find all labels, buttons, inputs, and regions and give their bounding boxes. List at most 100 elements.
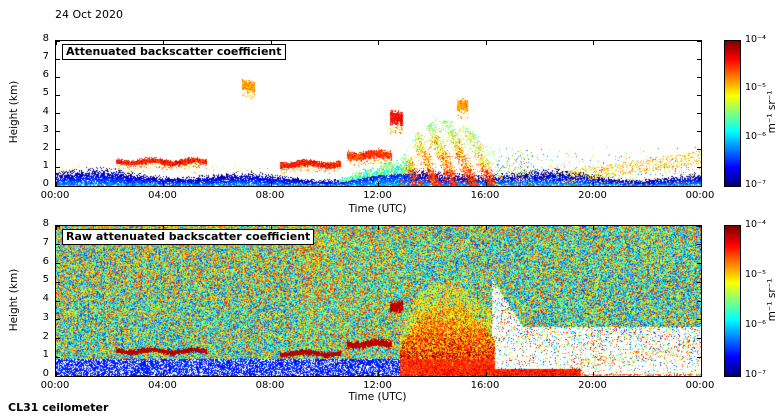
y-tick-label: 6 <box>42 255 49 267</box>
x-tick-mark <box>485 182 487 186</box>
x-tick-mark <box>56 226 57 230</box>
raw-backscatter-heatmap <box>56 226 701 376</box>
x-tick-mark <box>700 372 701 376</box>
y-tick-mark <box>697 113 701 114</box>
y-tick-mark <box>697 319 701 321</box>
x-tick-label: 00:00 <box>40 190 70 201</box>
y-tick-mark <box>56 94 60 96</box>
x-tick-label: 12:00 <box>363 380 392 391</box>
y-tick-mark <box>56 319 60 321</box>
y-tick-mark <box>697 244 701 246</box>
x-tick-label: 00:00 <box>685 380 715 391</box>
y-tick-mark <box>56 41 60 42</box>
y-tick-mark <box>56 76 60 78</box>
y-tick-mark <box>56 375 60 376</box>
x-tick-mark <box>163 182 164 186</box>
x-tick-mark <box>593 182 594 186</box>
x-tick-mark <box>270 41 272 45</box>
y-tick-mark <box>56 244 60 246</box>
y-tick-mark <box>56 167 60 169</box>
y-tick-label: 1 <box>42 349 49 361</box>
y-tick-label: 2 <box>42 141 49 153</box>
height-axis-label-bottom: Height (km) <box>8 268 20 332</box>
x-tick-mark <box>700 226 701 230</box>
attenuated-panel-title: Attenuated backscatter coefficient <box>62 44 286 60</box>
x-tick-mark <box>270 226 272 230</box>
y-tick-mark <box>56 149 60 151</box>
attenuated-backscatter-plot: Attenuated backscatter coefficient <box>55 40 702 187</box>
x-tick-mark <box>163 372 164 376</box>
x-tick-mark <box>485 372 487 376</box>
colorbar-bottom <box>724 225 741 377</box>
y-tick-label: 3 <box>42 311 49 323</box>
x-tick-mark <box>378 41 379 45</box>
x-tick-label: 04:00 <box>148 380 177 391</box>
y-tick-label: 5 <box>42 274 49 286</box>
y-tick-mark <box>56 131 60 133</box>
x-tick-label: 20:00 <box>578 380 607 391</box>
y-tick-label: 8 <box>42 218 49 229</box>
y-tick-mark <box>697 131 701 133</box>
y-tick-mark <box>697 375 701 376</box>
y-tick-mark <box>56 226 60 227</box>
y-tick-mark <box>56 281 60 283</box>
y-tick-label: 6 <box>42 69 49 81</box>
y-tick-mark <box>697 149 701 151</box>
x-tick-label: 12:00 <box>363 190 392 201</box>
x-tick-mark <box>485 226 487 230</box>
y-tick-label: 0 <box>42 178 49 189</box>
colorbar-tick-label: 10⁻⁵ <box>745 269 766 280</box>
x-tick-mark <box>56 41 57 45</box>
colorbar-unit-top: m⁻¹ sr⁻¹ <box>766 90 778 134</box>
x-tick-label: 00:00 <box>40 380 70 391</box>
y-tick-mark <box>697 263 701 264</box>
y-tick-mark <box>56 185 60 186</box>
colorbar-unit-bottom: m⁻¹ sr⁻¹ <box>766 278 778 322</box>
x-tick-label: 20:00 <box>578 190 607 201</box>
y-tick-mark <box>56 338 60 339</box>
y-tick-mark <box>56 58 60 60</box>
y-tick-mark <box>697 300 701 302</box>
colorbar-tick-label: 10⁻⁶ <box>745 319 766 330</box>
x-tick-mark <box>700 41 701 45</box>
y-tick-mark <box>697 226 701 227</box>
y-tick-mark <box>56 300 60 302</box>
x-tick-mark <box>485 41 487 45</box>
y-tick-mark <box>56 113 60 114</box>
x-tick-label: 16:00 <box>470 380 500 391</box>
x-tick-label: 00:00 <box>685 190 715 201</box>
x-tick-mark <box>163 41 164 45</box>
x-tick-mark <box>593 372 594 376</box>
attenuated-backscatter-heatmap <box>56 41 701 186</box>
y-tick-label: 4 <box>42 105 49 117</box>
colorbar-tick-label: 10⁻⁴ <box>745 219 766 230</box>
raw-backscatter-plot: Raw attenuated backscatter coefficient <box>55 225 702 377</box>
x-tick-mark <box>700 182 701 186</box>
y-tick-label: 0 <box>42 368 49 379</box>
y-tick-label: 3 <box>42 123 49 135</box>
colorbar-tick-label: 10⁻⁴ <box>745 34 766 45</box>
y-tick-label: 5 <box>42 87 49 99</box>
y-tick-label: 4 <box>42 293 49 304</box>
x-tick-mark <box>163 226 164 230</box>
y-tick-label: 7 <box>42 51 49 63</box>
raw-panel-title: Raw attenuated backscatter coefficient <box>62 229 315 245</box>
y-tick-mark <box>56 263 60 264</box>
y-tick-mark <box>697 338 701 339</box>
x-tick-mark <box>270 182 272 186</box>
y-tick-mark <box>697 76 701 78</box>
y-tick-label: 2 <box>42 330 49 342</box>
colorbar-tick-label: 10⁻⁶ <box>745 130 766 142</box>
date-label: 24 Oct 2020 <box>55 8 124 21</box>
y-tick-mark <box>56 356 60 358</box>
x-tick-label: 08:00 <box>255 380 285 391</box>
y-tick-mark <box>697 185 701 186</box>
x-tick-mark <box>378 182 379 186</box>
colorbar-tick-label: 10⁻⁷ <box>745 369 766 380</box>
x-tick-label: 04:00 <box>148 190 177 201</box>
colorbar-tick-label: 10⁻⁵ <box>745 82 766 94</box>
y-tick-label: 1 <box>42 159 49 171</box>
y-tick-mark <box>697 94 701 96</box>
x-tick-label: 16:00 <box>470 190 500 201</box>
